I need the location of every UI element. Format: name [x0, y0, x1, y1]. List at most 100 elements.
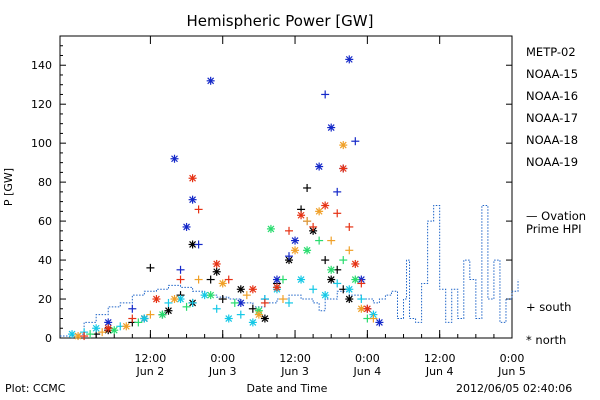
legend-entry: NOAA-17 [526, 111, 578, 125]
data-point-south [218, 295, 227, 304]
data-point-south [369, 314, 378, 323]
data-point-north [206, 291, 215, 300]
data-point-south [351, 137, 360, 146]
data-point-north [236, 285, 245, 294]
chart-title: Hemispheric Power [GW] [187, 12, 374, 30]
data-point-north [92, 324, 101, 333]
data-point-north [206, 76, 215, 85]
data-point-south [194, 275, 203, 284]
data-point-north [254, 310, 263, 319]
data-point-south [357, 295, 366, 304]
data-point-south [128, 314, 137, 323]
data-point-south [242, 291, 251, 300]
y-tick-label: 0 [45, 332, 52, 345]
data-point-north [140, 314, 149, 323]
data-point-north [122, 322, 131, 331]
data-point-south [194, 240, 203, 249]
y-tick-label: 120 [31, 98, 52, 111]
data-point-south [333, 209, 342, 218]
data-point-south [339, 256, 348, 265]
legend-ovation-1: — Ovation [526, 209, 586, 223]
data-point-north [212, 259, 221, 268]
x-tick-time-label: 12:00 [424, 352, 456, 365]
data-point-north [104, 324, 113, 333]
y-tick-label: 80 [38, 176, 52, 189]
ovation-line [60, 205, 519, 337]
data-point-south [285, 226, 294, 235]
data-point-north [315, 162, 324, 171]
data-point-south [345, 222, 354, 231]
data-point-north [303, 246, 312, 255]
x-tick-day-label: Jun 3 [208, 365, 237, 378]
data-point-south [248, 304, 257, 313]
data-point-north [188, 174, 197, 183]
data-point-north [272, 283, 281, 292]
legend-entry: NOAA-16 [526, 89, 578, 103]
legend-entry: NOAA-19 [526, 155, 578, 169]
data-point-south [327, 236, 336, 245]
data-point-north [272, 275, 281, 284]
data-point-north [218, 279, 227, 288]
data-point-south [278, 275, 287, 284]
data-point-north [182, 222, 191, 231]
data-point-north [212, 267, 221, 276]
x-tick-time-label: 12:00 [279, 352, 311, 365]
data-point-north [248, 318, 257, 327]
data-point-south [285, 252, 294, 261]
data-point-north [297, 211, 306, 220]
x-tick-time-label: 12:00 [135, 352, 167, 365]
data-point-south [303, 217, 312, 226]
data-point-south [345, 246, 354, 255]
data-point-south [146, 310, 155, 319]
data-point-north [104, 318, 113, 327]
data-point-south [164, 298, 173, 307]
data-point-south [212, 304, 221, 313]
legend-south: + south [526, 300, 571, 314]
data-point-north [170, 295, 179, 304]
data-point-south [176, 275, 185, 284]
data-point-south [230, 298, 239, 307]
data-point-south [224, 275, 233, 284]
data-point-north [291, 236, 300, 245]
data-point-south [128, 304, 137, 313]
x-axis-label: Date and Time [247, 382, 328, 395]
y-axis-label: P [GW] [2, 168, 15, 206]
data-point-north [224, 314, 233, 323]
data-point-north [375, 318, 384, 327]
data-point-north [321, 291, 330, 300]
y-tick-label: 100 [31, 137, 52, 150]
data-point-north [248, 285, 257, 294]
legend-entry: NOAA-18 [526, 133, 578, 147]
data-point-north [339, 164, 348, 173]
data-point-south [315, 236, 324, 245]
data-point-north [260, 314, 269, 323]
y-axis-ticks: 0 20 40 60 80 100 120 140 [31, 45, 512, 345]
legend-entry: METP-02 [526, 45, 576, 59]
data-point-south [182, 302, 191, 311]
x-tick-time-label: 0:00 [210, 352, 235, 365]
data-point-north [158, 310, 167, 319]
legend-north: * north [526, 333, 566, 347]
data-point-north [297, 275, 306, 284]
plot-timestamp: 2012/06/05 02:40:06 [456, 382, 573, 395]
y-tick-label: 20 [38, 293, 52, 306]
satellite-points [68, 55, 384, 341]
x-tick-day-label: Jun 2 [136, 365, 165, 378]
y-tick-label: 40 [38, 254, 52, 267]
data-point-south [86, 330, 95, 339]
x-tick-time-label: 0:00 [500, 352, 525, 365]
data-point-south [80, 332, 89, 341]
x-tick-time-label: 0:00 [355, 352, 380, 365]
y-tick-label: 140 [31, 59, 52, 72]
y-tick-label: 60 [38, 215, 52, 228]
data-point-south [194, 205, 203, 214]
data-point-south [236, 310, 245, 319]
data-point-north [327, 265, 336, 274]
data-point-north [200, 291, 209, 300]
data-point-north [339, 141, 348, 150]
x-tick-day-label: Jun 3 [280, 365, 309, 378]
x-tick-day-label: Jun 4 [425, 365, 454, 378]
data-point-north [152, 295, 161, 304]
